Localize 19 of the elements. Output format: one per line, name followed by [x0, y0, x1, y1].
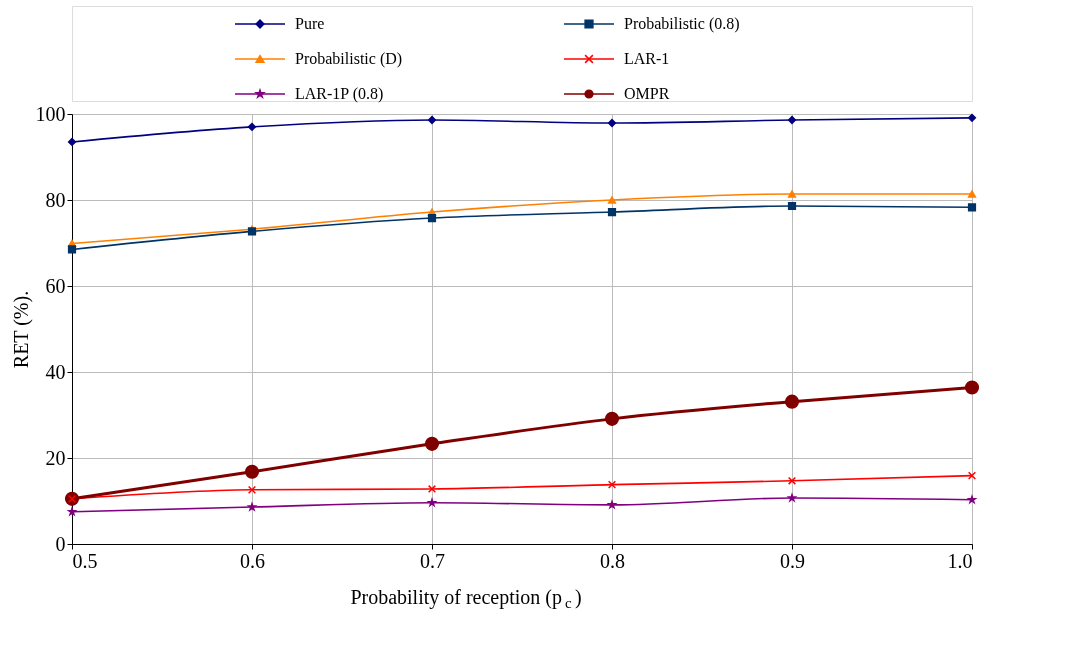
legend-label: Pure: [295, 15, 325, 32]
y-tick-label: 80: [45, 188, 66, 211]
legend-label: LAR-1: [624, 50, 670, 67]
legend-label: LAR-1P (0.8): [295, 85, 384, 103]
legend-label: OMPR: [624, 85, 670, 102]
y-tick-label: 100: [35, 102, 66, 125]
x-tick-label: 1.0: [947, 549, 973, 572]
legend-label: Probabilistic (D): [295, 50, 403, 68]
y-tick-label: 60: [45, 274, 66, 297]
y-tick-label: 20: [45, 446, 66, 469]
x-tick-label: 0.8: [600, 549, 625, 572]
x-tick-label: 0.7: [420, 549, 445, 572]
x-tick-label: 0.6: [240, 549, 265, 572]
legend-label: Probabilistic (0.8): [624, 15, 740, 33]
y-tick-label: 40: [45, 360, 66, 383]
y-tick-label: 0: [55, 532, 66, 555]
x-tick-label: 0.5: [72, 549, 98, 572]
x-tick-label: 0.9: [780, 549, 805, 572]
y-axis-title: RET (%).: [9, 290, 33, 369]
